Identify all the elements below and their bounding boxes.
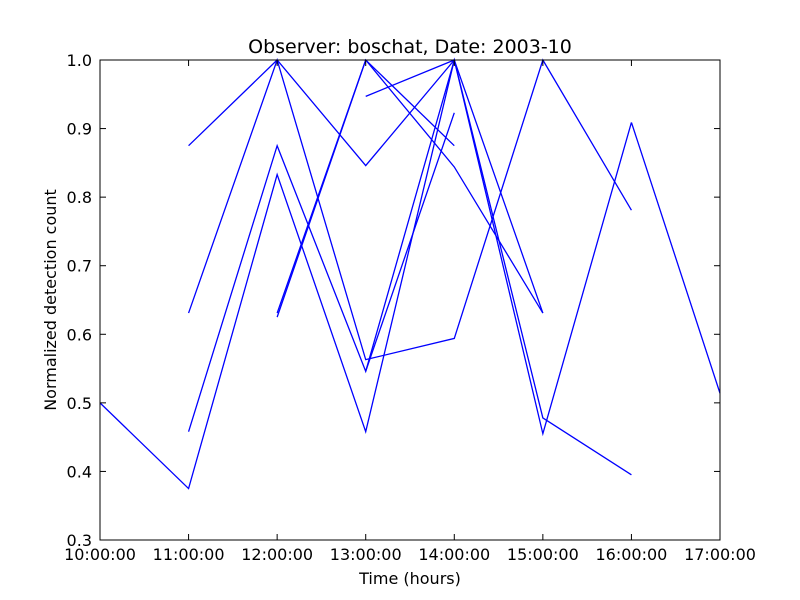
y-tick-label: 0.9 (67, 120, 92, 139)
x-tick-label: 13:00:00 (330, 545, 402, 564)
series-line-1 (99, 57, 544, 490)
x-tick-label: 11:00:00 (153, 545, 225, 564)
x-tick-label: 15:00:00 (507, 545, 579, 564)
y-tick-label: 1.0 (67, 51, 92, 70)
y-tick-label: 0.5 (67, 394, 92, 413)
chart-title: Observer: boschat, Date: 2003-10 (248, 36, 572, 58)
y-tick-label: 0.4 (67, 462, 92, 481)
y-tick-label: 0.6 (67, 325, 92, 344)
x-tick-label: 17:00:00 (684, 545, 756, 564)
series-line-3 (187, 57, 632, 361)
series-layer (99, 57, 721, 490)
x-tick-label: 14:00:00 (418, 545, 490, 564)
series-line-7 (365, 59, 455, 97)
x-tick-label: 16:00:00 (595, 545, 667, 564)
x-tick-label: 12:00:00 (241, 545, 313, 564)
series-line-4 (187, 57, 632, 476)
y-tick-label: 0.8 (67, 188, 92, 207)
y-tick-label: 0.3 (67, 531, 92, 550)
y-axis-label: Normalized detection count (41, 189, 60, 411)
y-tick-label: 0.7 (67, 257, 92, 276)
series-line-9 (630, 122, 721, 394)
x-axis-label: Time (hours) (358, 569, 461, 588)
plot-frame (99, 59, 721, 541)
series-line-8 (365, 112, 455, 372)
x-tick-label: 10:00:00 (64, 545, 136, 564)
series-line-6 (276, 58, 544, 314)
ticks-layer: 10:00:00 11:00:00 12:00:00 13:00:00 14:00:00… (64, 51, 756, 564)
